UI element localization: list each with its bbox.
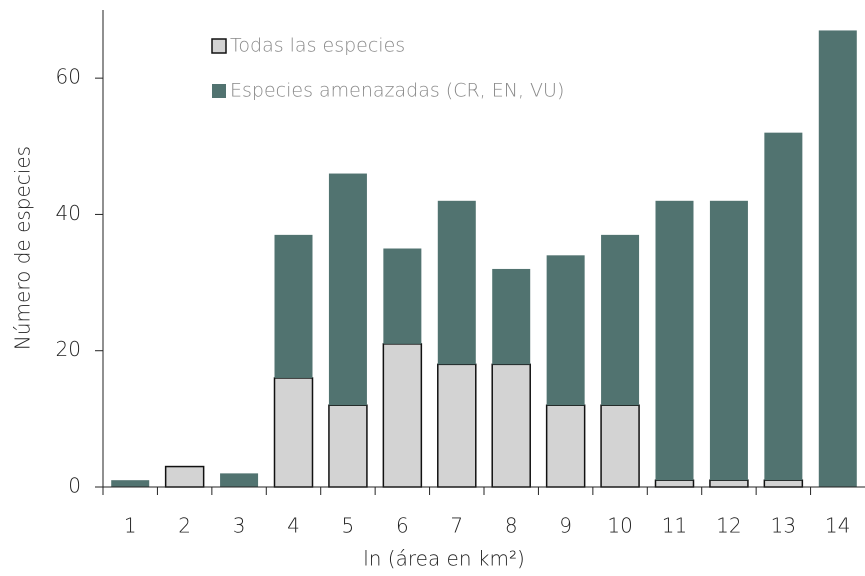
- bar-segment: [383, 248, 422, 344]
- bar-segment: [492, 268, 531, 365]
- bar-segment: [328, 173, 367, 406]
- legend-label: Todas las especies: [230, 35, 405, 57]
- bar-segment: [274, 234, 313, 378]
- x-tick-label: 10: [607, 514, 632, 538]
- bar-segment: [111, 480, 150, 487]
- bar-segment: [382, 343, 423, 488]
- bar-segment: [818, 30, 857, 487]
- bar-segment: [601, 234, 640, 406]
- bar-segment: [764, 132, 803, 481]
- bar-segment: [437, 363, 477, 488]
- x-tick-label: 7: [450, 514, 463, 538]
- legend-swatch: [212, 84, 226, 98]
- bar-segment: [328, 404, 368, 488]
- bar-segment: [654, 479, 695, 488]
- y-tick-label: 20: [56, 337, 81, 361]
- legend-label: Especies amenazadas (CR, EN, VU): [230, 80, 564, 102]
- x-tick-label: 1: [124, 514, 137, 538]
- bar-segment: [763, 479, 804, 488]
- bar-segment: [709, 200, 748, 481]
- bar-segment: [491, 363, 531, 488]
- x-axis-label: ln (área en km²): [363, 547, 525, 571]
- x-tick-label: 14: [825, 514, 850, 538]
- y-tick-label: 60: [56, 65, 81, 89]
- bar-segment: [546, 255, 585, 406]
- bar-segment: [220, 473, 259, 487]
- x-tick-label: 9: [559, 514, 572, 538]
- x-tick-label: 13: [771, 514, 796, 538]
- x-tick-label: 6: [396, 514, 409, 538]
- bar-segment: [709, 479, 749, 488]
- x-tick-label: 8: [505, 514, 518, 538]
- x-tick-label: 5: [342, 514, 355, 538]
- bar-segment: [545, 404, 586, 488]
- bar-segment: [164, 465, 205, 488]
- bar-segment: [600, 404, 640, 488]
- y-axis-label: Número de especies: [11, 146, 35, 350]
- x-tick-label: 12: [716, 514, 741, 538]
- bar-segment: [655, 200, 694, 481]
- y-tick-label: 40: [56, 201, 81, 225]
- y-tick-label: 0: [68, 474, 81, 498]
- legend-swatch: [211, 38, 227, 54]
- x-tick-label: 2: [178, 514, 191, 538]
- x-tick-label: 11: [662, 514, 687, 538]
- bar-segment: [437, 200, 476, 365]
- bar-segment: [273, 377, 314, 488]
- x-tick-label: 4: [287, 514, 300, 538]
- x-tick-label: 3: [233, 514, 246, 538]
